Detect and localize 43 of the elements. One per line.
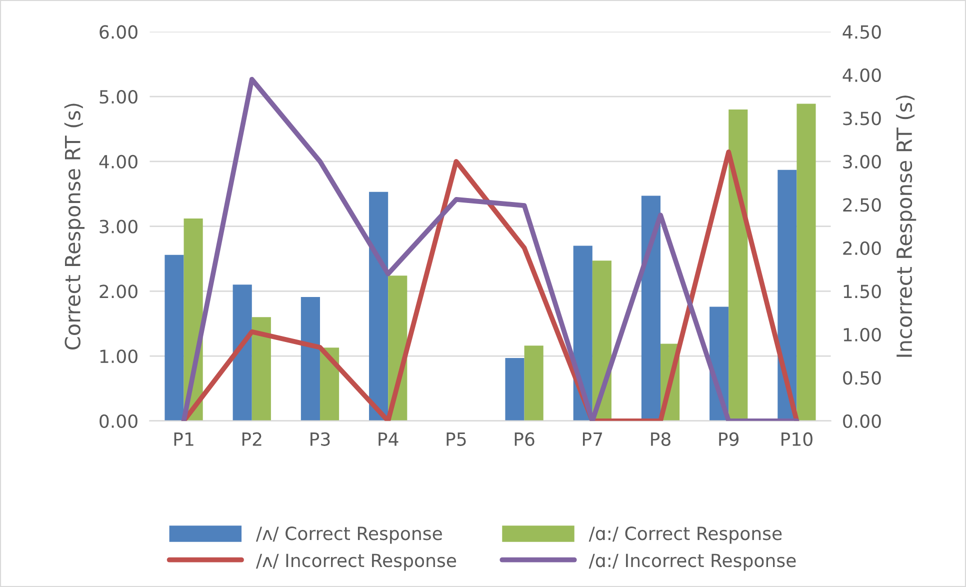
y-tick-label: 4.00 xyxy=(99,154,138,169)
x-tick-label: P8 xyxy=(651,432,670,446)
x-tick-label: P4 xyxy=(378,432,398,446)
y-tick-label: 3.00 xyxy=(100,220,138,234)
y-tick-label: 5.00 xyxy=(100,90,138,104)
x-tick-label: P1 xyxy=(174,432,194,446)
x-tick-label: P10 xyxy=(782,432,812,446)
y2-tick-label: 4.50 xyxy=(842,25,881,39)
y2-tick-label: 0.50 xyxy=(843,371,881,385)
bar xyxy=(505,358,524,421)
y-tick-label: 1.00 xyxy=(100,349,138,364)
legend-label: /ʌ/ Incorrect Response xyxy=(256,554,456,571)
x-tick-label: P3 xyxy=(310,432,330,446)
y2-tick-label: 2.00 xyxy=(843,241,881,256)
legend-label: /ʌ/ Correct Response xyxy=(256,526,442,544)
y2-tick-label: 3.50 xyxy=(843,112,881,126)
y2-tick-label: 0.00 xyxy=(843,414,881,428)
x-tick-label: P2 xyxy=(242,432,262,446)
x-tick-label: P9 xyxy=(719,432,739,446)
y2-tick-label: 1.50 xyxy=(844,284,881,298)
y2-axis-title: Incorrect Response RT (s) xyxy=(896,96,916,357)
y2-tick-label: 3.00 xyxy=(843,154,881,169)
y2-tick-label: 2.50 xyxy=(843,198,881,212)
bar xyxy=(300,296,320,421)
x-tick-label: P5 xyxy=(446,432,466,446)
bar xyxy=(320,348,340,421)
legend-label: /ɑ:/ Incorrect Response xyxy=(588,554,796,571)
bar xyxy=(232,284,252,421)
y-tick-label: 2.00 xyxy=(100,284,138,298)
y2-tick-label: 4.00 xyxy=(842,68,881,82)
line-series xyxy=(181,76,800,421)
bar xyxy=(369,192,388,421)
y-tick-label: 6.00 xyxy=(100,25,138,39)
bar xyxy=(252,317,271,421)
legend-label: /ɑ:/ Correct Response xyxy=(588,526,782,544)
y-axis-title: Correct Response RT (s) xyxy=(64,104,85,350)
x-tick-label: P6 xyxy=(514,432,534,446)
y2-tick-label: 1.00 xyxy=(844,328,881,342)
x-tick-label: P7 xyxy=(582,432,602,446)
bar xyxy=(796,104,816,421)
bar xyxy=(164,254,184,421)
bar xyxy=(524,346,544,421)
y-tick-label: 0.00 xyxy=(100,414,138,428)
